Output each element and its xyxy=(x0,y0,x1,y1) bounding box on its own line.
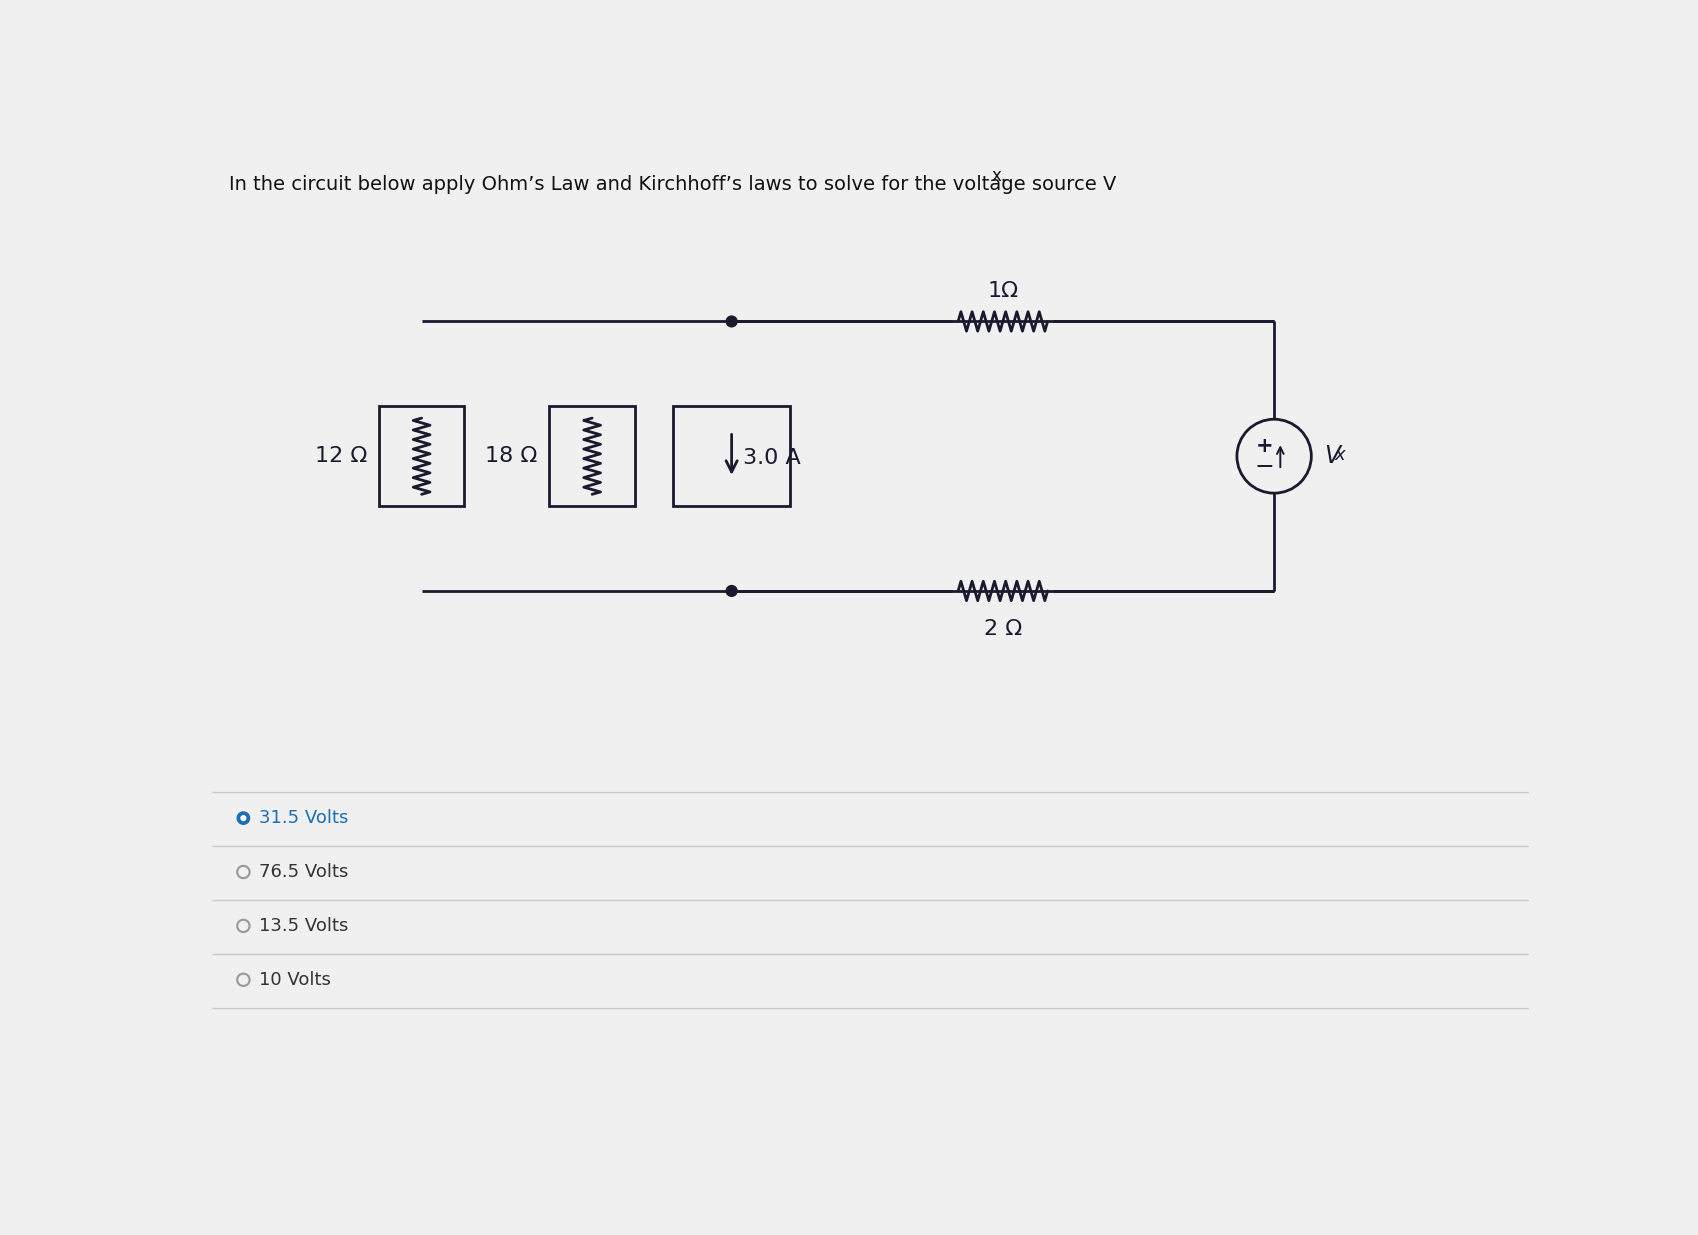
Bar xyxy=(548,406,635,506)
Bar xyxy=(379,406,464,506)
Text: 31.5 Volts: 31.5 Volts xyxy=(258,809,348,827)
Text: 3.0 A: 3.0 A xyxy=(742,448,800,468)
Text: 13.5 Volts: 13.5 Volts xyxy=(258,916,348,935)
Text: 2 Ω: 2 Ω xyxy=(983,620,1022,640)
Text: +: + xyxy=(1255,436,1274,456)
Circle shape xyxy=(241,816,246,820)
Text: x.: x. xyxy=(990,167,1005,185)
Text: −: − xyxy=(1255,454,1274,479)
Circle shape xyxy=(238,811,250,824)
Text: 10 Volts: 10 Volts xyxy=(258,971,331,989)
Circle shape xyxy=(725,316,737,327)
Text: 76.5 Volts: 76.5 Volts xyxy=(258,863,348,881)
Bar xyxy=(672,406,790,506)
Text: V: V xyxy=(1323,445,1340,468)
Text: 1Ω: 1Ω xyxy=(987,280,1017,300)
Text: x: x xyxy=(1335,446,1345,464)
Circle shape xyxy=(725,585,737,597)
Text: 18 Ω: 18 Ω xyxy=(486,446,538,466)
Text: 12 Ω: 12 Ω xyxy=(314,446,367,466)
Text: In the circuit below apply Ohm’s Law and Kirchhoff’s laws to solve for the volta: In the circuit below apply Ohm’s Law and… xyxy=(229,175,1116,194)
